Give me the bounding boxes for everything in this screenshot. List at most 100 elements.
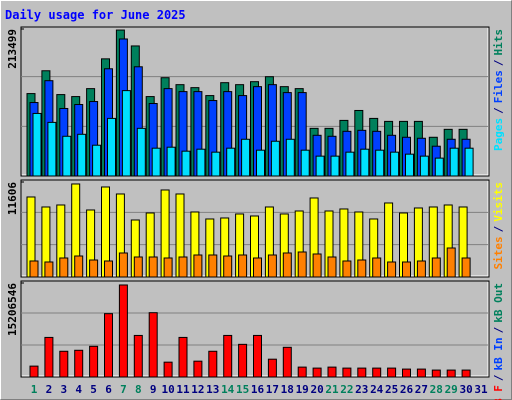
x-tick-label: 2 — [46, 383, 53, 396]
x-tick-label: 15 — [236, 383, 249, 396]
bar — [416, 260, 426, 278]
bar — [267, 254, 277, 278]
x-tick-label: 31 — [474, 383, 488, 396]
x-tick-label: 17 — [266, 383, 279, 396]
bar — [62, 135, 72, 177]
x-tick-label: 25 — [385, 383, 398, 396]
chart-title: Daily usage for June 2025 — [5, 8, 186, 22]
bar — [405, 153, 414, 177]
legend: Sites / Visits — [492, 182, 505, 270]
bar — [357, 259, 367, 278]
x-tick-label: 5 — [90, 383, 97, 396]
bar — [193, 360, 203, 378]
bar — [133, 334, 143, 378]
x-tick-label: 23 — [355, 383, 368, 396]
legend-separator: / — [492, 374, 505, 381]
bar — [297, 251, 307, 278]
x-tick-label: 18 — [281, 383, 294, 396]
bar — [29, 260, 39, 278]
bar — [446, 369, 456, 378]
x-tick-label: 10 — [161, 383, 174, 396]
bar — [372, 257, 382, 278]
x-tick-label: 8 — [135, 383, 142, 396]
bar — [297, 366, 307, 378]
bar — [77, 133, 87, 177]
x-tick-label: 28 — [430, 383, 443, 396]
bar — [44, 336, 54, 378]
x-tick-label: 16 — [251, 383, 265, 396]
x-tick-label: 27 — [415, 383, 428, 396]
bar — [223, 334, 233, 378]
bar — [151, 147, 161, 177]
bar — [390, 151, 400, 177]
bar — [238, 254, 248, 278]
bar — [59, 257, 69, 278]
bar — [178, 256, 188, 278]
y-tick-label: 15206546 — [6, 283, 19, 336]
bar — [446, 247, 456, 278]
bar — [89, 345, 99, 378]
x-tick-label: 29 — [445, 383, 458, 396]
bar — [360, 148, 370, 177]
bar — [178, 336, 188, 378]
bar — [402, 261, 411, 278]
bar — [315, 155, 325, 177]
bar — [416, 368, 426, 378]
bar — [193, 254, 203, 278]
legend-item: Pages — [492, 118, 505, 151]
bar — [121, 90, 131, 177]
bar — [29, 365, 39, 378]
bar — [148, 256, 158, 278]
x-tick-label: 11 — [176, 383, 190, 396]
bar — [461, 369, 471, 378]
x-tick-label: 21 — [325, 383, 339, 396]
bar — [256, 149, 265, 177]
bar — [208, 254, 218, 278]
bar — [107, 117, 116, 177]
bar — [375, 149, 385, 177]
legend: kB F / kB In / kB Out — [492, 283, 505, 400]
legend-item: kB Out — [492, 283, 505, 323]
bar — [74, 255, 84, 278]
legend-item: kB In — [492, 337, 505, 370]
bar — [285, 138, 295, 177]
legend-item: Files — [492, 70, 505, 103]
bar — [211, 151, 221, 177]
legend-item: Hits — [492, 29, 505, 56]
bar — [196, 148, 206, 177]
bar — [253, 257, 262, 278]
bar — [104, 260, 113, 278]
y-tick-label: 11606 — [6, 182, 19, 215]
bar — [372, 367, 382, 378]
bar — [166, 146, 176, 177]
bar — [118, 252, 128, 278]
x-tick-label: 30 — [459, 383, 472, 396]
bar — [104, 313, 113, 378]
legend-item: kB F — [492, 385, 505, 400]
bar — [312, 367, 322, 378]
legend-separator: / — [492, 107, 505, 114]
bar — [282, 252, 292, 278]
bar — [118, 284, 128, 378]
legend: Pages / Files / Hits — [492, 29, 505, 151]
x-tick-label: 22 — [340, 383, 353, 396]
bar — [330, 155, 340, 177]
x-tick-label: 9 — [150, 383, 157, 396]
bar — [282, 346, 292, 378]
legend-item: Visits — [492, 182, 505, 222]
bar — [241, 138, 251, 177]
bar — [44, 261, 54, 278]
x-tick-label: 14 — [221, 383, 235, 396]
y-tick-label: 213499 — [6, 29, 19, 69]
bar — [312, 253, 322, 278]
bar — [148, 312, 158, 378]
bar — [342, 367, 352, 378]
bar — [327, 256, 337, 278]
bar — [300, 149, 310, 177]
bar — [32, 112, 42, 177]
bar — [47, 121, 57, 177]
legend-item: Sites — [492, 236, 505, 269]
bar — [74, 349, 84, 378]
x-tick-label: 12 — [191, 383, 204, 396]
x-tick-label: 13 — [206, 383, 219, 396]
